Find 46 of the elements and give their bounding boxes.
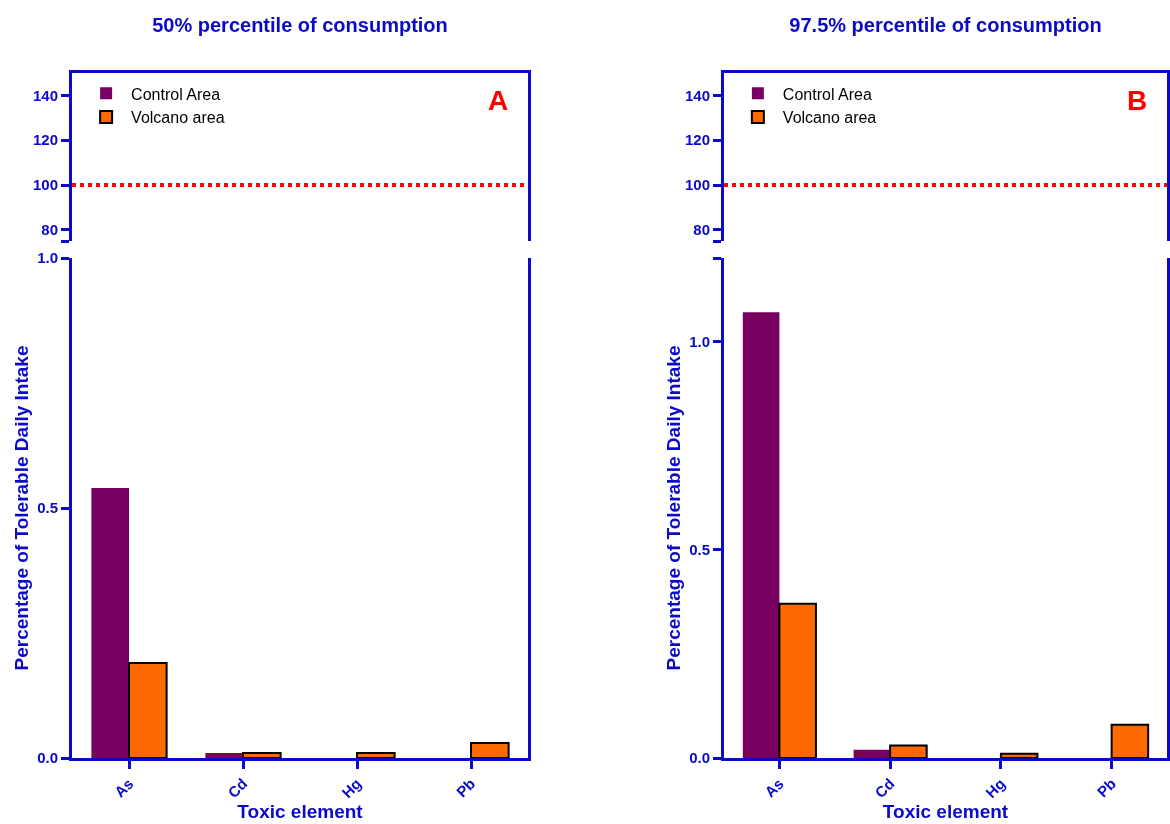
bar [778, 602, 817, 758]
y-tick-label: 0.5 [37, 499, 58, 517]
x-tick-label: Pb [452, 774, 479, 801]
bar [1110, 723, 1150, 758]
y-tick-label: 0.0 [37, 749, 58, 767]
bar [853, 749, 891, 758]
bar [356, 752, 396, 758]
x-tick-label: Hg [982, 774, 1009, 802]
y-tick-label: 120 [684, 131, 710, 149]
y-axis-title: Percentage of Tolerable Daily Intake [662, 345, 684, 671]
x-tick-label: Cd [871, 774, 898, 802]
bar [470, 742, 510, 758]
annotation: B [1127, 85, 1148, 116]
x-tick-label: Pb [1093, 774, 1120, 801]
y-tick-label: 120 [32, 131, 58, 149]
chart-title: 97.5% percentile of consumption [789, 14, 1102, 36]
y-tick-label: 0.5 [689, 540, 710, 558]
x-axis-title: Toxic element [237, 801, 364, 823]
legend-label: Control Area [131, 85, 221, 103]
y-tick-label: 140 [684, 86, 710, 104]
y-tick-label: 1.0 [37, 249, 58, 267]
y-tick-label: 100 [684, 176, 710, 194]
legend-label: Volcano area [131, 109, 225, 127]
y-tick-label: 140 [32, 86, 58, 104]
legend-label: Volcano area [782, 109, 877, 127]
chart-title: 50% percentile of consumption [152, 14, 448, 36]
y-tick-label: 0.0 [689, 749, 710, 767]
y-tick-label: 100 [32, 176, 58, 194]
bar [91, 488, 129, 758]
x-tick-label: Hg [338, 774, 365, 802]
y-tick-label: 80 [693, 221, 710, 239]
x-tick-label: As [761, 774, 787, 801]
bar [742, 312, 780, 758]
legend-label: Control Area [782, 85, 872, 103]
bar [242, 752, 282, 758]
bar [999, 752, 1039, 758]
annotation: A [488, 85, 509, 116]
y-tick-label: 1.0 [689, 332, 710, 350]
bar [205, 753, 243, 758]
y-axis-title: Percentage of Tolerable Daily Intake [10, 345, 32, 671]
x-tick-label: As [110, 774, 137, 801]
bar [889, 744, 928, 758]
y-tick-label: 80 [41, 221, 58, 239]
bar [128, 662, 168, 758]
x-tick-label: Cd [224, 774, 251, 802]
x-axis-title: Toxic element [882, 801, 1009, 823]
